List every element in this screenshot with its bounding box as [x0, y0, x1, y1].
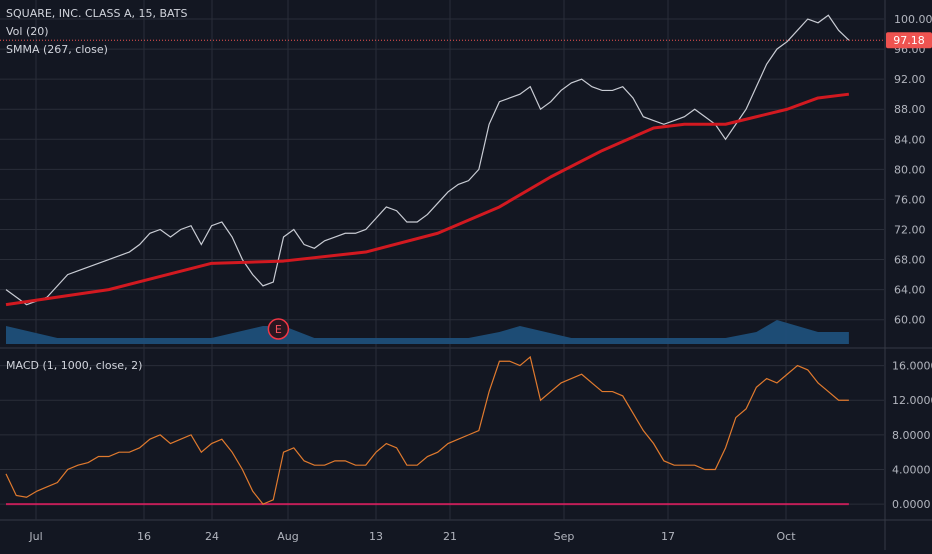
axis-layer: Jul 16 24 Aug 13 21 Sep 17 Oct 60.00 64.00 68.00 72.… [28, 13, 932, 543]
price-y-tick-label: 80.00 [894, 163, 926, 176]
price-y-tick-label: 64.00 [894, 284, 926, 297]
last-price-badge [886, 32, 932, 49]
price-y-tick-label: 60.00 [894, 314, 926, 327]
smma-line [5, 92, 850, 307]
price-y-tick-label: 100.00 [894, 13, 932, 26]
x-tick-label: 24 [205, 530, 219, 543]
price-line [5, 14, 850, 306]
macd-y-tick-label: 0.0000 [892, 498, 931, 511]
last-price-label: 97.18 [893, 34, 925, 47]
marker-layer[interactable]: E [267, 318, 290, 340]
macd-y-tick-label: 16.0000 [892, 360, 932, 373]
macd-y-tick-label: 8.0000 [892, 429, 931, 442]
price-y-tick-label: 92.00 [894, 73, 926, 86]
price-y-tick-label: 68.00 [894, 254, 926, 267]
earnings-event-label: E [275, 323, 282, 336]
price-layer [0, 14, 884, 307]
price-y-tick-label: 88.00 [894, 103, 926, 116]
macd-layer [5, 355, 849, 506]
legend-symbol: SQUARE, INC. CLASS A, 15, BATS [6, 7, 188, 20]
x-tick-label: Jul [28, 530, 42, 543]
x-tick-label: Sep [554, 530, 575, 543]
legend-macd: MACD (1, 1000, close, 2) [6, 359, 143, 372]
legend-smma: SMMA (267, close) [6, 43, 108, 56]
x-tick-label: 16 [137, 530, 151, 543]
macd-line [5, 355, 849, 505]
x-tick-label: 13 [369, 530, 383, 543]
x-tick-label: Oct [776, 530, 796, 543]
x-tick-label: Aug [277, 530, 298, 543]
x-tick-label: 21 [443, 530, 457, 543]
x-tick-label: 17 [661, 530, 675, 543]
macd-y-tick-label: 4.0000 [892, 464, 931, 477]
price-y-tick-label: 76.00 [894, 193, 926, 206]
volume-layer [6, 320, 849, 344]
price-y-tick-label: 72.00 [894, 223, 926, 236]
earnings-event-marker[interactable] [267, 318, 290, 340]
volume-area [6, 320, 849, 344]
macd-y-tick-label: 12.0000 [892, 394, 932, 407]
price-y-tick-label: 84.00 [894, 133, 926, 146]
legend-volume: Vol (20) [6, 25, 49, 38]
